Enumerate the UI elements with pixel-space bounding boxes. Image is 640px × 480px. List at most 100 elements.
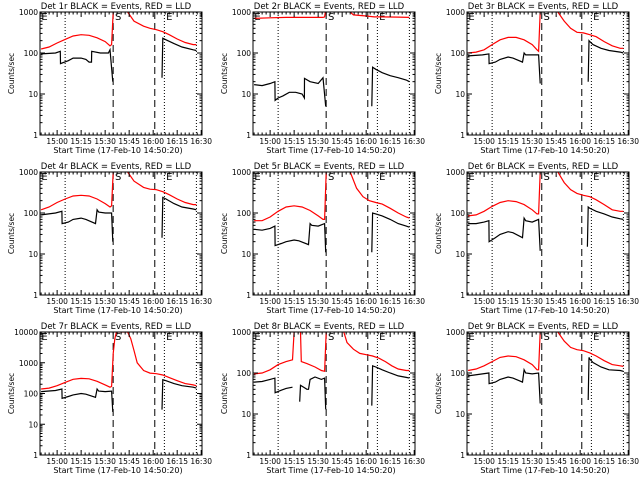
x-tick-label: 16:15 bbox=[593, 457, 615, 466]
y-axis-label: Counts/sec bbox=[434, 53, 443, 94]
marker-label: S bbox=[328, 12, 334, 23]
plot-frame bbox=[39, 331, 203, 456]
x-tick-label: 16:15 bbox=[593, 297, 615, 306]
marker-label: E bbox=[254, 332, 260, 343]
y-tick-label: 10 bbox=[241, 410, 251, 419]
x-tick-label: 15:00 bbox=[46, 297, 68, 306]
marker-label: E bbox=[593, 332, 599, 343]
x-tick-label: 15:45 bbox=[118, 297, 140, 306]
chart-title: Det 9r BLACK = Events, RED = LLD bbox=[468, 322, 619, 332]
lld-series-line bbox=[254, 12, 326, 19]
marker-label: S bbox=[115, 332, 121, 343]
chart-title: Det 8r BLACK = Events, RED = LLD bbox=[254, 322, 405, 332]
marker-label: E bbox=[468, 332, 474, 343]
x-tick-label: 15:30 bbox=[307, 297, 329, 306]
y-tick-label: 1000 bbox=[19, 359, 38, 368]
y-tick-label: 100 bbox=[237, 369, 252, 378]
x-tick-label: 15:30 bbox=[521, 297, 543, 306]
x-tick-label: 15:00 bbox=[259, 297, 281, 306]
x-tick-label: 15:15 bbox=[497, 297, 519, 306]
y-axis-label: Counts/sec bbox=[7, 373, 16, 414]
y-axis-label: Counts/sec bbox=[434, 213, 443, 254]
x-tick-label: 15:15 bbox=[70, 297, 92, 306]
x-axis-label: Start Time (17-Feb-10 14:50:20) bbox=[480, 146, 609, 155]
lld-series-line bbox=[299, 332, 327, 373]
marker-label: S bbox=[115, 172, 121, 183]
lld-series-line bbox=[467, 332, 624, 372]
x-tick-label: 16:00 bbox=[569, 137, 591, 146]
y-axis-label: Counts/sec bbox=[220, 213, 229, 254]
marker-label: E bbox=[166, 12, 172, 23]
plot-frame bbox=[466, 11, 630, 136]
events-series-line bbox=[41, 378, 197, 413]
y-axis-label: Counts/sec bbox=[7, 213, 16, 254]
x-tick-label: 16:30 bbox=[403, 297, 425, 306]
plot-frame bbox=[252, 171, 416, 296]
marker-label: E bbox=[41, 12, 47, 23]
x-tick-label: 16:00 bbox=[355, 297, 377, 306]
y-tick-label: 1000 bbox=[19, 8, 38, 17]
x-tick-label: 15:15 bbox=[70, 457, 92, 466]
x-tick-label: 15:00 bbox=[259, 457, 281, 466]
lld-series-line bbox=[40, 12, 197, 50]
lld-series-line bbox=[254, 172, 410, 222]
events-series-line bbox=[371, 364, 410, 406]
y-tick-label: 1000 bbox=[446, 328, 465, 337]
x-tick-label: 15:30 bbox=[307, 457, 329, 466]
plot-frame bbox=[252, 331, 416, 456]
y-tick-label: 100 bbox=[451, 49, 466, 58]
marker-label: E bbox=[593, 12, 599, 23]
marker-label: S bbox=[544, 12, 550, 23]
y-tick-label: 100 bbox=[24, 209, 39, 218]
x-axis-label: Start Time (17-Feb-10 14:50:20) bbox=[266, 466, 395, 475]
lld-series-line bbox=[349, 12, 410, 18]
x-tick-label: 16:00 bbox=[355, 137, 377, 146]
x-tick-label: 15:45 bbox=[545, 297, 567, 306]
x-tick-label: 15:45 bbox=[331, 457, 353, 466]
marker-label: E bbox=[41, 172, 47, 183]
x-tick-label: 15:00 bbox=[473, 457, 495, 466]
x-tick-label: 16:30 bbox=[617, 137, 639, 146]
y-tick-label: 1 bbox=[33, 291, 38, 300]
y-tick-label: 1000 bbox=[19, 168, 38, 177]
x-tick-label: 15:45 bbox=[545, 137, 567, 146]
y-tick-label: 10 bbox=[241, 90, 251, 99]
y-tick-label: 10 bbox=[455, 250, 465, 259]
marker-label: E bbox=[166, 172, 172, 183]
marker-label: S bbox=[328, 332, 334, 343]
lld-series-line bbox=[41, 332, 197, 390]
y-axis-label: Counts/sec bbox=[220, 53, 229, 94]
x-tick-label: 16:15 bbox=[166, 457, 188, 466]
x-tick-label: 16:30 bbox=[617, 297, 639, 306]
y-tick-label: 1000 bbox=[446, 8, 465, 17]
y-tick-label: 10 bbox=[28, 250, 38, 259]
x-tick-label: 16:00 bbox=[142, 457, 164, 466]
x-axis-label: Start Time (17-Feb-10 14:50:20) bbox=[266, 306, 395, 315]
x-tick-label: 15:15 bbox=[283, 297, 305, 306]
x-tick-label: 15:15 bbox=[283, 137, 305, 146]
y-tick-label: 100 bbox=[24, 49, 39, 58]
x-tick-label: 16:15 bbox=[379, 137, 401, 146]
marker-label: S bbox=[328, 172, 334, 183]
y-tick-label: 10 bbox=[28, 420, 38, 429]
x-axis-label: Start Time (17-Feb-10 14:50:20) bbox=[480, 466, 609, 475]
lld-series-line bbox=[254, 332, 295, 375]
y-tick-label: 1000 bbox=[446, 168, 465, 177]
y-tick-label: 10 bbox=[455, 90, 465, 99]
x-tick-label: 16:15 bbox=[166, 137, 188, 146]
plot-frame bbox=[39, 11, 203, 136]
marker-label: E bbox=[166, 332, 172, 343]
x-tick-label: 15:30 bbox=[94, 457, 116, 466]
marker-label: E bbox=[41, 332, 47, 343]
chart-title: Det 3r BLACK = Events, RED = LLD bbox=[468, 2, 619, 12]
y-tick-label: 100 bbox=[237, 209, 252, 218]
marker-label: E bbox=[254, 12, 260, 23]
lld-series-line bbox=[40, 172, 197, 211]
